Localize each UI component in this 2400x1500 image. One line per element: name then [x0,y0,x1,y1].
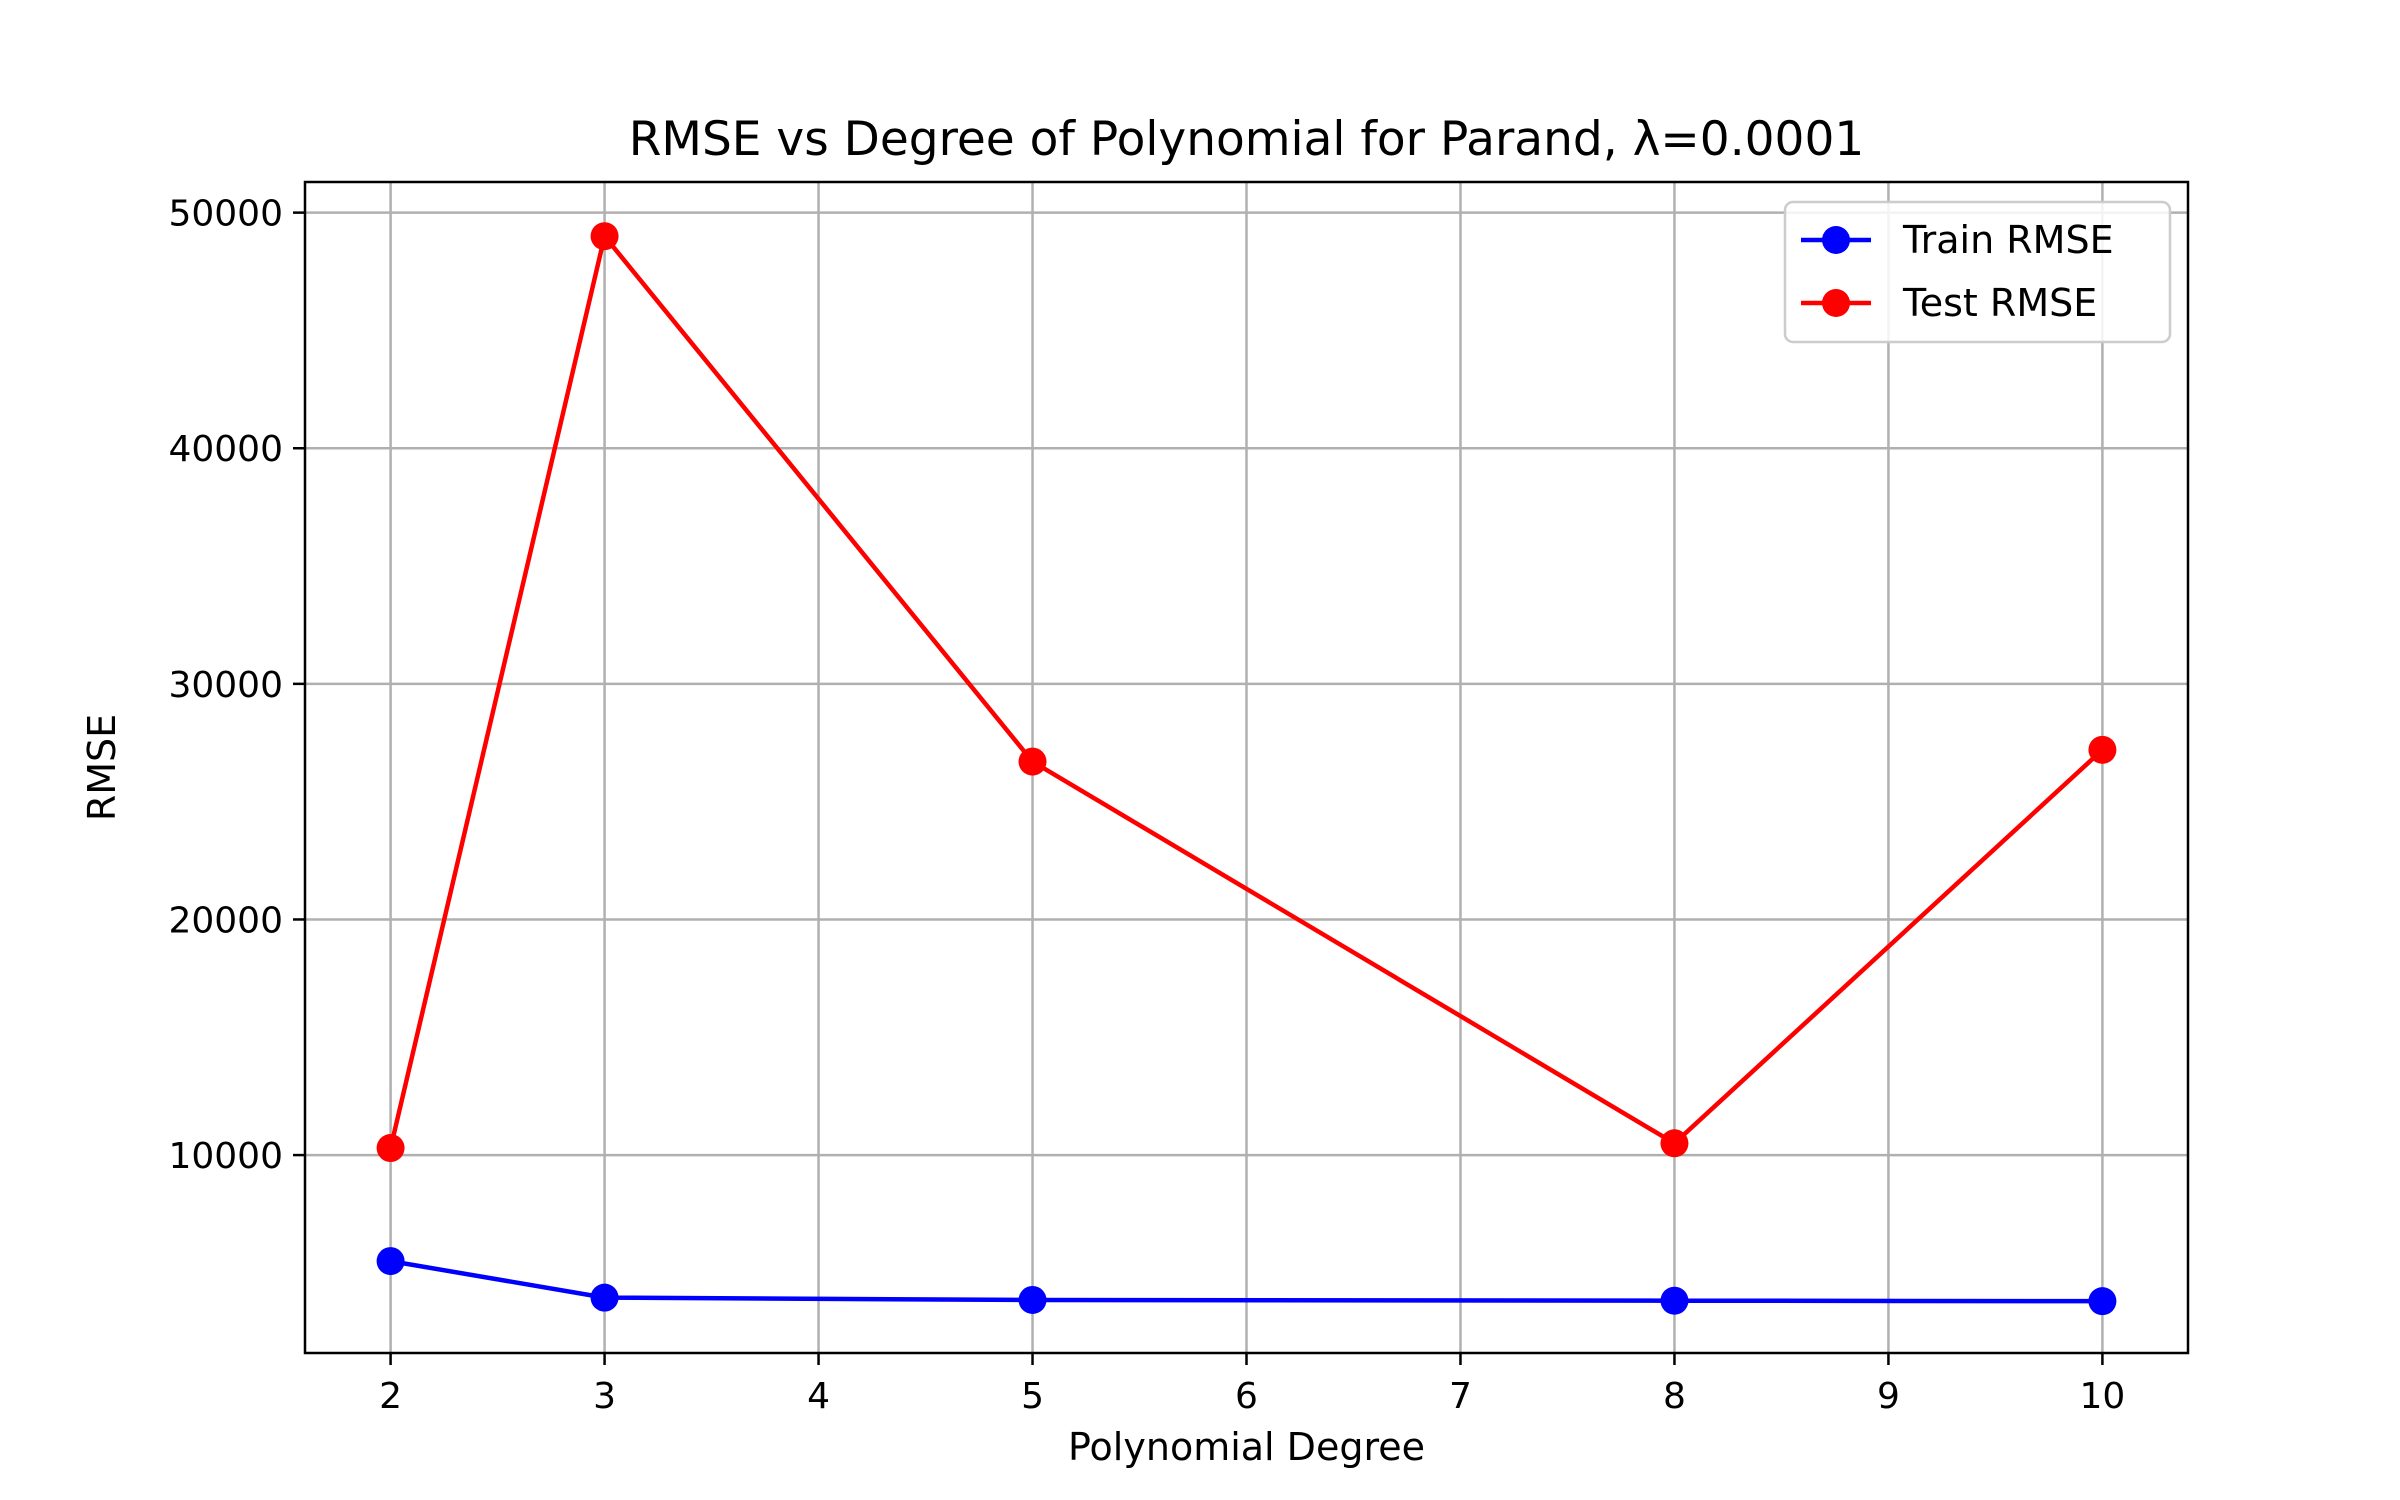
data-point [1660,1129,1689,1158]
grid [305,182,2188,1353]
x-tick-label: 10 [2080,1376,2126,1417]
legend-label: Test RMSE [1902,281,2097,325]
y-tick-label: 50000 [168,194,283,235]
data-point [2088,735,2117,764]
y-axis-title: RMSE [80,714,124,821]
x-axis-title: Polynomial Degree [1068,1425,1425,1469]
legend-item: Test RMSE [1801,281,2097,325]
data-point [1018,1285,1047,1314]
legend-swatch-marker [1822,226,1850,254]
data-point [1018,747,1047,776]
legend-swatch-marker [1822,289,1850,317]
y-tick-label: 30000 [168,665,283,706]
data-point [2088,1287,2117,1316]
y-axis: 10000 20000 30000 40000 50000 [168,194,305,1177]
series-layer [376,222,2117,1316]
x-tick-label: 6 [1235,1376,1258,1417]
x-tick-label: 9 [1877,1376,1900,1417]
legend-item: Train RMSE [1801,218,2114,262]
x-tick-label: 5 [1021,1376,1044,1417]
x-axis: 2 3 4 5 6 7 8 9 10 [379,1353,2125,1417]
legend: Train RMSE Test RMSE [1783,200,2172,344]
legend-label: Train RMSE [1902,218,2114,262]
series-test-rmse [376,222,2117,1163]
legend-frame [1783,200,2172,344]
series-train-rmse [376,1247,2117,1316]
y-tick-label: 10000 [168,1136,283,1177]
x-tick-label: 2 [379,1376,402,1417]
x-tick-label: 4 [807,1376,830,1417]
y-tick-label: 20000 [168,900,283,941]
data-point [376,1134,405,1163]
data-point [590,222,619,251]
data-point [376,1247,405,1276]
x-tick-label: 7 [1449,1376,1472,1417]
x-tick-label: 8 [1663,1376,1686,1417]
x-tick-label: 3 [593,1376,616,1417]
data-point [590,1283,619,1312]
chart-title: RMSE vs Degree of Polynomial for Parand,… [629,112,1865,167]
y-tick-label: 40000 [168,429,283,470]
data-point [1660,1286,1689,1315]
